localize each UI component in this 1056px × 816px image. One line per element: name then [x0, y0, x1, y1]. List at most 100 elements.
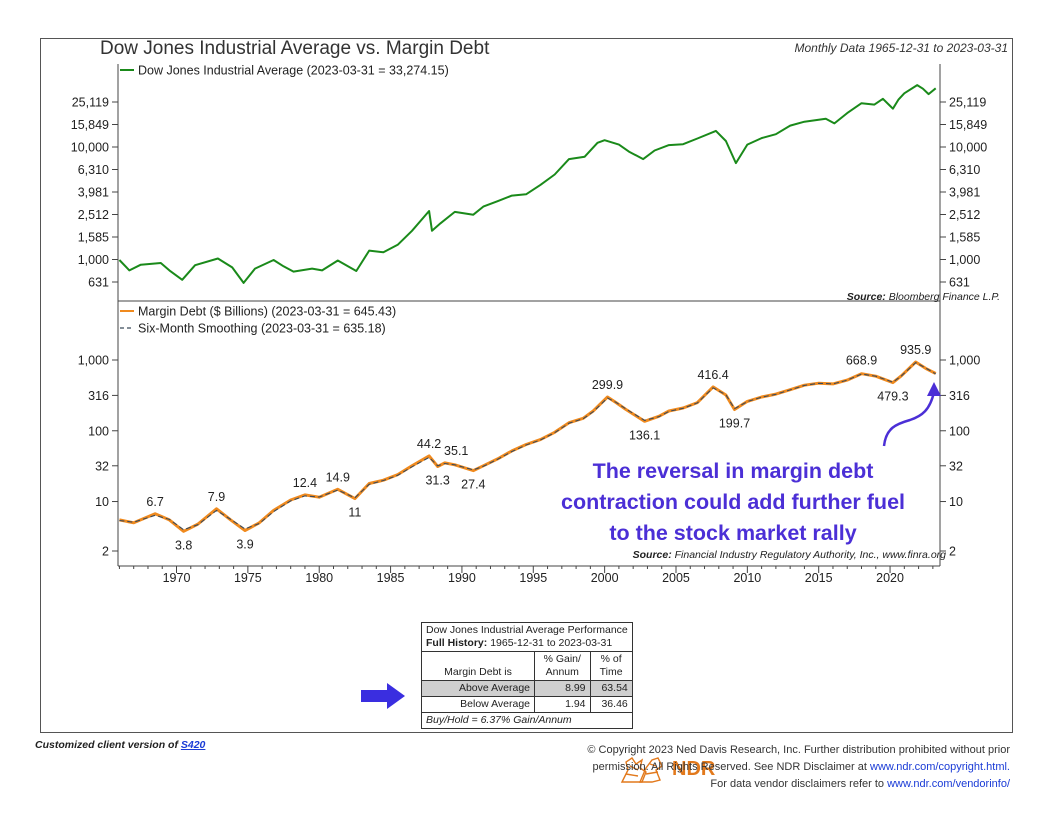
x-tick-label: 1975: [234, 571, 262, 585]
x-tick-label: 1990: [448, 571, 476, 585]
x-tick-label: 1985: [377, 571, 405, 585]
table-history: Full History: 1965-12-31 to 2023-03-31: [421, 637, 633, 652]
dow-ytick-label-right: 1,585: [949, 230, 980, 244]
dow-source-label: Source:: [846, 291, 886, 303]
copyright-line-1: © Copyright 2023 Ned Davis Research, Inc…: [587, 744, 1010, 756]
data-label: 479.3: [877, 390, 908, 404]
dow-series-line: [118, 84, 937, 284]
table-col-time-l1: % of: [600, 653, 622, 665]
table-title: Dow Jones Industrial Average Performance: [421, 622, 633, 637]
x-tick-label: 2015: [805, 571, 833, 585]
table-title-text: Dow Jones Industrial Average Performance: [426, 624, 628, 636]
copyright-block: © Copyright 2023 Ned Davis Research, Inc…: [587, 742, 1010, 793]
six-month-smoothing-line: [119, 362, 936, 531]
data-label: 3.8: [175, 538, 192, 552]
x-tick-label: 2020: [876, 571, 904, 585]
data-label: 199.7: [719, 417, 750, 431]
copyright-line-3: For data vendor disclaimers refer to www…: [587, 776, 1010, 793]
table-row: Above Average 8.99 63.54: [421, 680, 633, 697]
row-time: 36.46: [589, 696, 633, 713]
table-history-range: 1965-12-31 to 2023-03-31: [490, 637, 613, 649]
annotation-line-2: contraction could add further fuel: [560, 490, 905, 514]
annotation-text: The reversal in margin debt contraction …: [508, 456, 958, 549]
dow-ytick-label-right: 2,512: [949, 208, 980, 222]
table-col-label: Margin Debt is: [421, 651, 535, 681]
s420-link[interactable]: S420: [180, 739, 206, 751]
data-label: 14.9: [326, 470, 350, 484]
table-col-time-l2: Time: [599, 666, 623, 678]
margin-ytick-label-right: 316: [949, 389, 970, 403]
margin-ytick-label-left: 1,000: [78, 354, 109, 368]
smoothing-legend-label: Six-Month Smoothing (2023-03-31 = 635.18…: [138, 322, 386, 336]
data-label: 35.1: [444, 444, 468, 458]
margin-ytick-label-right: 32: [949, 459, 963, 473]
margin-ytick-label-left: 2: [102, 545, 109, 559]
dow-ytick-label-left: 10,000: [71, 141, 109, 155]
annotation-arrow-icon: [882, 391, 936, 447]
margin-ytick-label-right: 1,000: [949, 354, 980, 368]
data-label: 3.9: [236, 537, 253, 551]
data-label: 6.7: [146, 495, 163, 509]
dow-ytick-label-right: 10,000: [949, 141, 987, 155]
table-col-gain-l2: Annum: [545, 666, 579, 678]
margin-ytick-label-left: 100: [88, 424, 109, 438]
row-gain: 8.99: [534, 680, 591, 697]
dow-ytick-label-right: 25,119: [949, 96, 986, 110]
margin-source-label: Source:: [632, 549, 672, 561]
chart-subtitle: Monthly Data 1965-12-31 to 2023-03-31: [794, 41, 1008, 55]
data-label: 935.9: [900, 343, 931, 357]
x-tick-label: 1995: [519, 571, 547, 585]
customized-note: Customized client version of S420: [35, 739, 205, 751]
dow-ytick-label-right: 15,849: [949, 118, 987, 132]
dow-ytick-label-left: 1,585: [78, 230, 109, 244]
row-label: Below Average: [421, 696, 535, 713]
data-label: 416.4: [697, 368, 728, 382]
dow-source: Source: Bloomberg Finance L.P.: [847, 291, 1000, 303]
margin-ytick-label-right: 2: [949, 545, 956, 559]
ndr-brand: NDR: [672, 758, 716, 780]
dow-legend-label: Dow Jones Industrial Average (2023-03-31…: [138, 64, 449, 78]
row-label: Above Average: [421, 680, 535, 697]
margin-ytick-label-left: 316: [88, 389, 109, 403]
annotation-line-3: to the stock market rally: [609, 521, 857, 545]
copyright-link[interactable]: www.ndr.com/copyright.html.: [870, 761, 1010, 773]
x-tick-label: 2005: [662, 571, 690, 585]
table-row: Below Average 1.94 36.46: [421, 696, 633, 713]
x-tick-label: 1970: [163, 571, 191, 585]
x-tick-label: 1980: [305, 571, 333, 585]
dow-ytick-label-left: 6,310: [78, 163, 109, 177]
dow-ytick-label-right: 631: [949, 276, 970, 290]
dow-ytick-label-right: 1,000: [949, 253, 980, 267]
dow-ytick-label-left: 15,849: [71, 118, 109, 132]
margin-source: Source: Financial Industry Regulatory Au…: [633, 549, 946, 561]
dow-ytick-label-left: 25,119: [72, 96, 109, 110]
margin-ytick-label-right: 10: [949, 495, 963, 509]
performance-table: Dow Jones Industrial Average Performance…: [421, 622, 633, 729]
dow-ytick-label-left: 3,981: [78, 186, 109, 200]
table-col-gain-l1: % Gain/: [543, 653, 581, 665]
bull-bear-logo-icon: [620, 757, 663, 783]
margin-legend-label: Margin Debt ($ Billions) (2023-03-31 = 6…: [138, 305, 396, 319]
copyright-line-3-text: For data vendor disclaimers refer to: [710, 778, 885, 790]
annotation-arrowhead-icon: [927, 382, 941, 396]
table-col-gain: % Gain/ Annum: [534, 651, 591, 681]
data-label: 11: [348, 506, 361, 520]
custom-prefix: Customized client version of: [35, 739, 178, 751]
dow-source-text: Bloomberg Finance L.P.: [888, 291, 1000, 303]
margin-ytick-label-left: 32: [95, 459, 109, 473]
chart-frame: [40, 38, 1013, 733]
dow-ytick-label-left: 1,000: [78, 253, 109, 267]
margin-ytick-label-right: 100: [949, 424, 970, 438]
dow-ytick-label-right: 3,981: [949, 186, 980, 200]
vendorinfo-link[interactable]: www.ndr.com/vendorinfo/: [887, 778, 1010, 790]
margin-source-text: Financial Industry Regulatory Authority,…: [674, 549, 946, 561]
table-history-label: Full History:: [426, 637, 488, 649]
data-label: 136.1: [629, 428, 660, 442]
dow-ytick-label-left: 631: [88, 276, 109, 290]
x-tick-label: 2010: [733, 571, 761, 585]
copyright-line-2: permission. All Rights Reserved. See NDR…: [587, 759, 1010, 776]
data-label: 299.9: [592, 378, 623, 392]
row-time: 63.54: [589, 680, 633, 697]
margin-ytick-label-left: 10: [95, 495, 109, 509]
